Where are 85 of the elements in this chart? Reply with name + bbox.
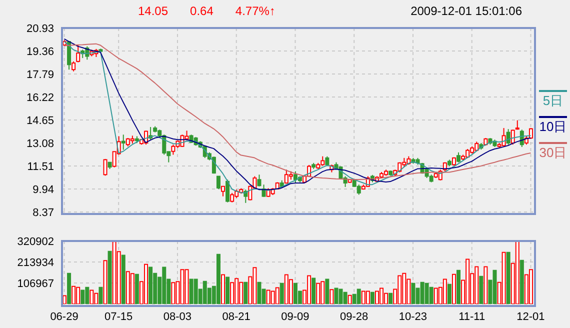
- bar: [366, 290, 370, 304]
- candlestick: [72, 60, 76, 72]
- x-tick-label: 06-29: [50, 310, 78, 323]
- bar: [506, 252, 510, 304]
- y-tick-label: 20.93: [26, 22, 54, 35]
- bar: [90, 290, 94, 304]
- candlestick: [221, 186, 226, 197]
- bar: [356, 288, 361, 304]
- bar: [80, 290, 85, 304]
- bar: [520, 260, 524, 304]
- bar: [429, 286, 434, 304]
- x-tick-label: 11-11: [458, 310, 486, 323]
- bar: [479, 276, 484, 304]
- x-tick-label: 07-15: [104, 310, 133, 323]
- y-tick-label: 8.37: [32, 206, 54, 219]
- bar: [103, 260, 108, 304]
- x-tick-label: 09-28: [340, 310, 368, 323]
- bar: [134, 274, 139, 304]
- x-tick-label: 12-01: [516, 310, 545, 323]
- bar: [484, 266, 488, 304]
- legend-label: 10日: [539, 119, 567, 134]
- bar: [348, 294, 352, 304]
- bar: [528, 269, 533, 304]
- x-tick-label: 09-09: [281, 310, 310, 323]
- y-tick-label: 106967: [17, 278, 54, 290]
- bar: [130, 273, 134, 304]
- candlestick: [356, 184, 361, 196]
- bar: [72, 286, 76, 304]
- text: 2009-12-01 15:01:06: [410, 4, 522, 18]
- bar: [67, 272, 72, 304]
- bar: [244, 282, 248, 304]
- bar: [108, 250, 112, 304]
- bar: [121, 254, 126, 304]
- bar: [442, 278, 447, 304]
- candlestick: [226, 179, 230, 203]
- y-tick-label: 213934: [17, 256, 54, 269]
- y-tick-label: 14.65: [26, 114, 54, 127]
- bar: [515, 241, 520, 304]
- bar: [325, 278, 330, 304]
- text: 0.64: [190, 4, 214, 18]
- bar: [171, 282, 176, 304]
- bar: [388, 292, 393, 304]
- bar: [456, 270, 461, 304]
- candlestick: [262, 184, 266, 198]
- x-tick-label: 08-03: [163, 310, 192, 323]
- candlestick: [171, 144, 176, 156]
- bar: [148, 266, 153, 304]
- bar: [343, 292, 348, 304]
- y-tick-label: 11.51: [27, 160, 54, 173]
- bar: [216, 254, 220, 304]
- bar: [452, 274, 456, 304]
- bar: [184, 269, 189, 304]
- candlestick: [230, 192, 234, 203]
- y-tick-label: 17.79: [26, 68, 54, 81]
- y-tick-label: 19.36: [26, 46, 54, 58]
- x-tick-label: 10-23: [398, 310, 428, 323]
- bar: [275, 287, 280, 304]
- candlestick: [257, 174, 262, 187]
- bar: [370, 292, 374, 304]
- y-tick-label: 13.08: [26, 138, 54, 150]
- x-tick-label: 08-21: [222, 310, 250, 323]
- candlestick: [216, 176, 220, 190]
- y-tick-label: 320902: [17, 236, 54, 248]
- bar: [221, 274, 226, 304]
- bar: [98, 286, 103, 304]
- bar: [502, 252, 506, 304]
- candlestick: [528, 128, 533, 140]
- legend-label: 5日: [542, 93, 564, 108]
- candlestick: [76, 44, 80, 63]
- candlestick: [456, 152, 461, 163]
- bar: [280, 282, 284, 304]
- text: 14.05: [138, 4, 168, 18]
- candlestick: [506, 128, 510, 146]
- text: 4.77%↑: [235, 4, 276, 18]
- bar: [226, 276, 230, 304]
- legend-label: 30日: [539, 145, 567, 160]
- candlestick: [103, 158, 108, 176]
- bar: [230, 282, 234, 304]
- bar: [330, 289, 334, 304]
- bar: [312, 278, 316, 304]
- bar: [447, 284, 452, 304]
- y-tick-label: 9.94: [32, 184, 54, 196]
- y-tick-label: 16.22: [26, 92, 54, 104]
- candlestick: [121, 134, 126, 150]
- bar: [316, 282, 320, 304]
